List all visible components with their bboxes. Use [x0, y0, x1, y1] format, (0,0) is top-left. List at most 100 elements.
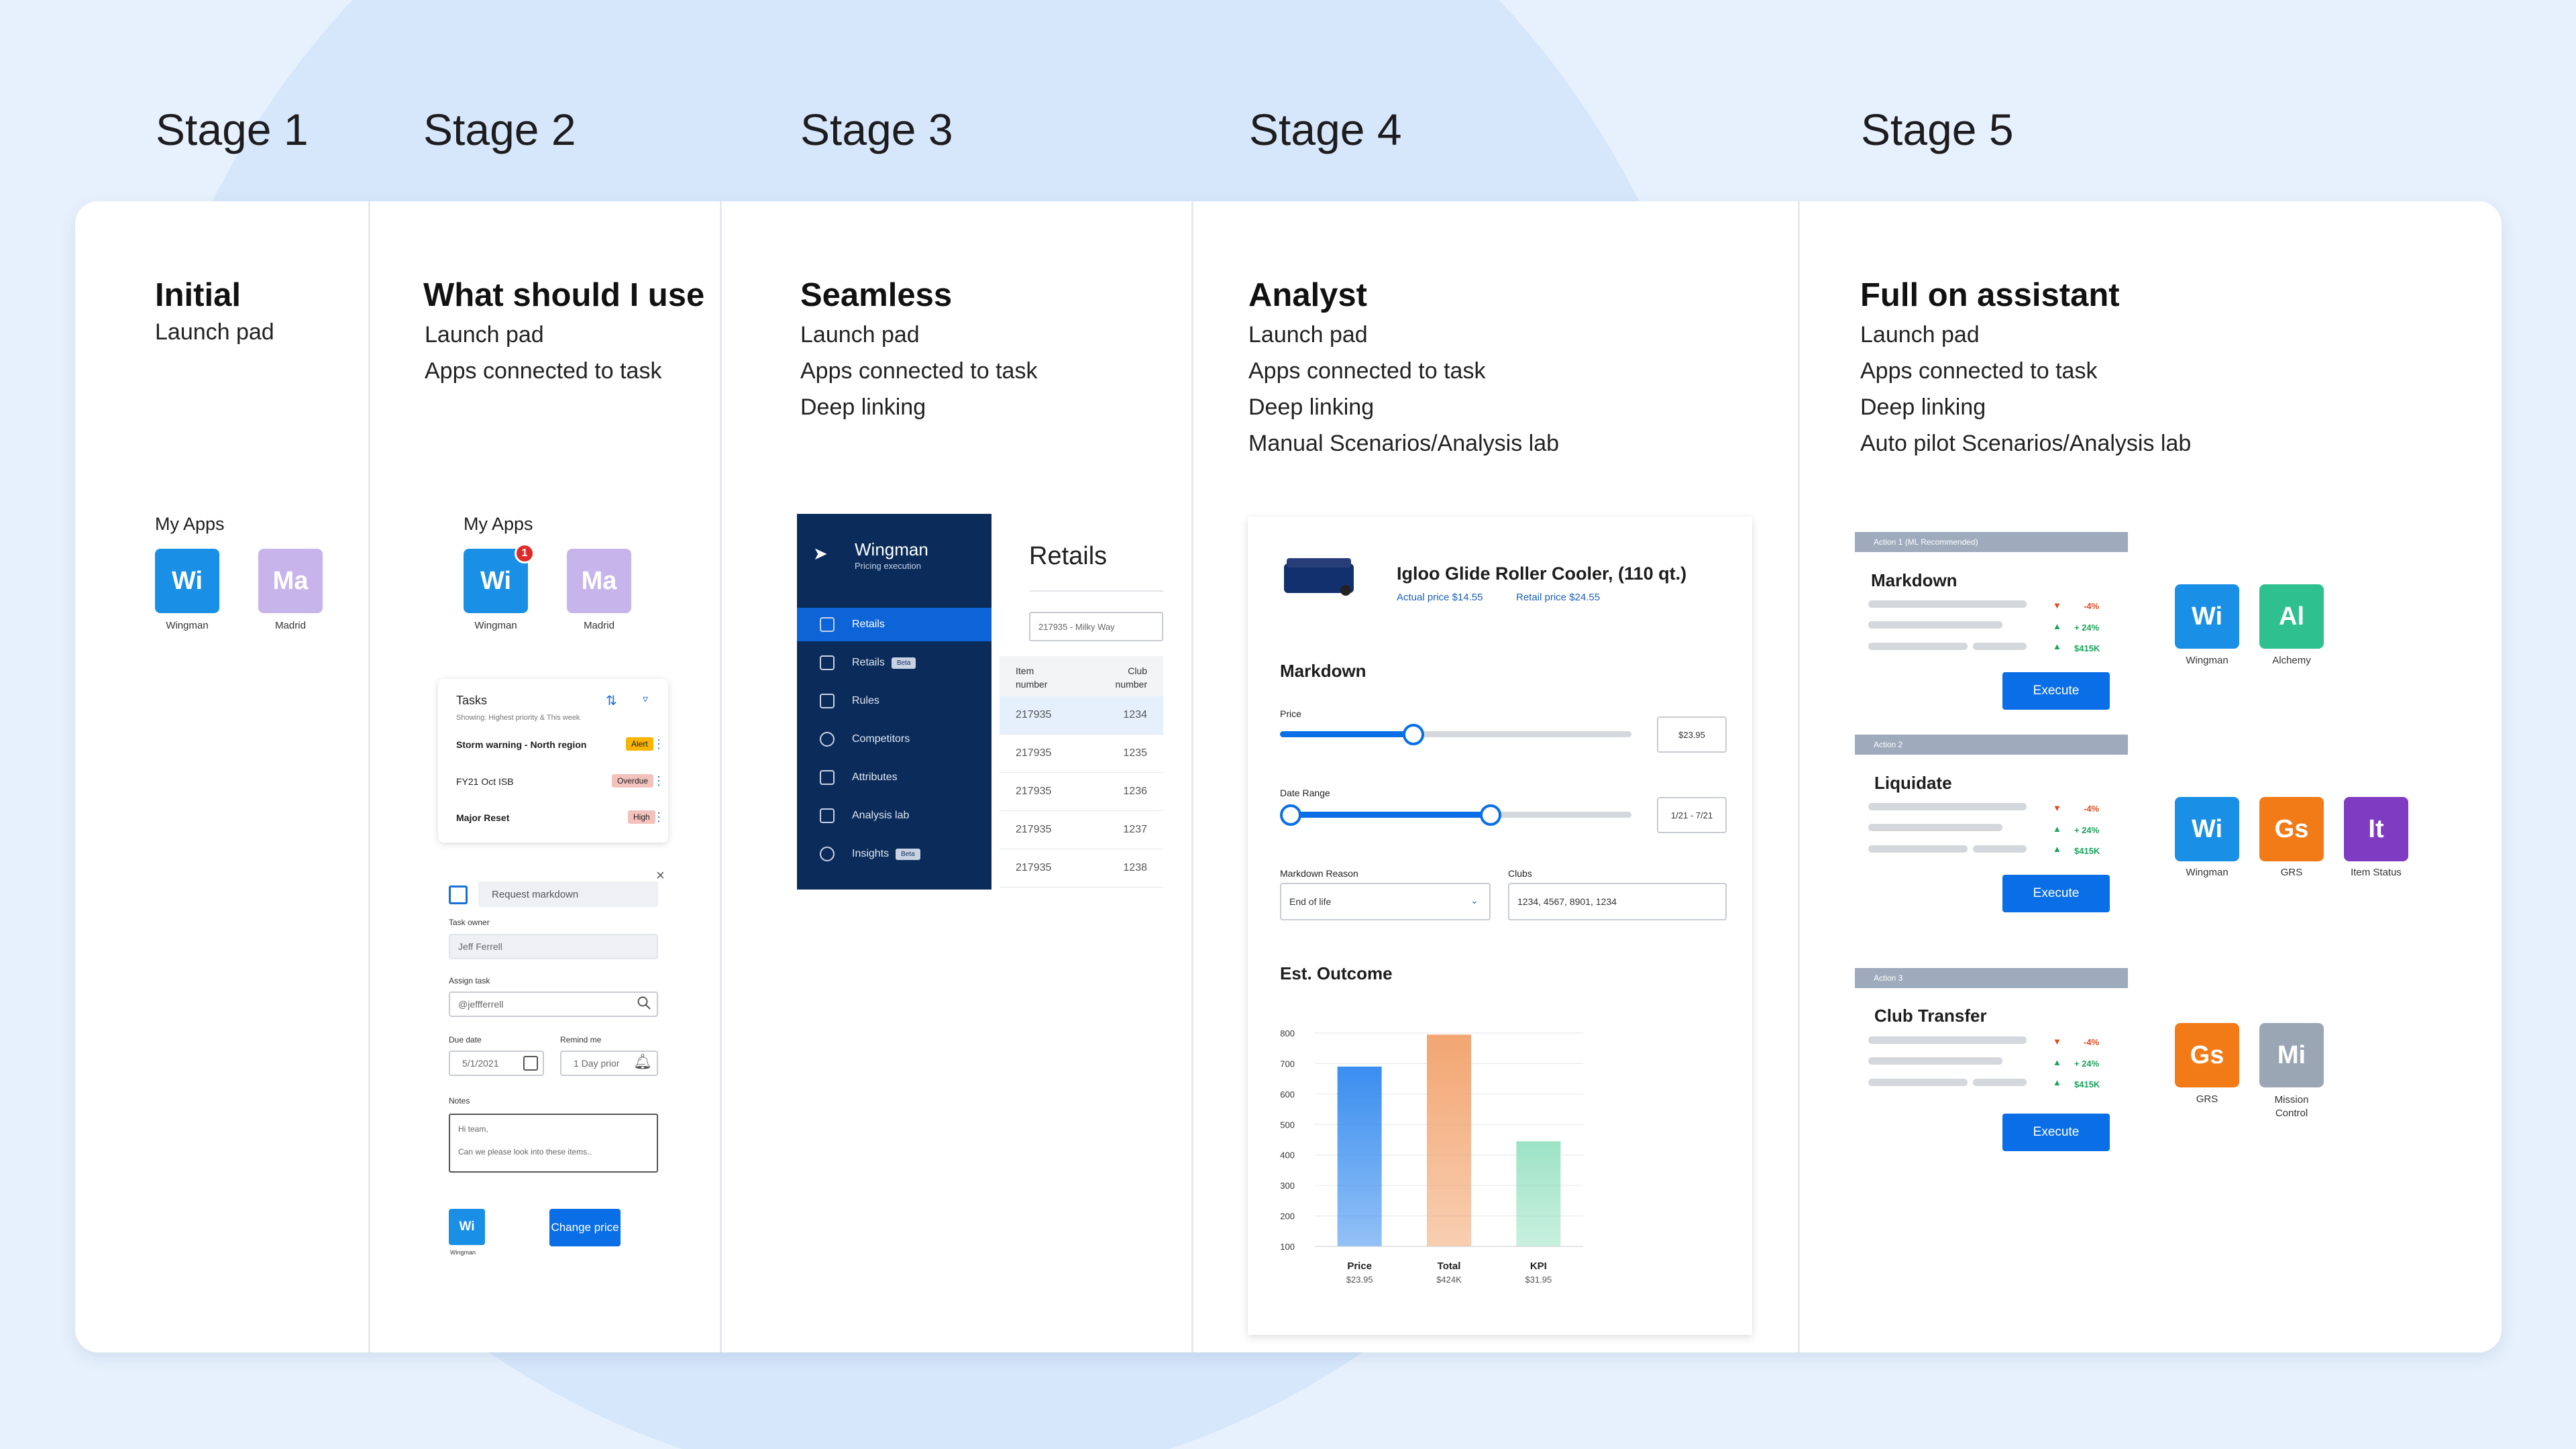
up-arrow-icon: ▲	[2053, 824, 2061, 834]
up-arrow-icon: ▲	[2053, 1077, 2061, 1087]
wingman-app-tile[interactable]: Wi	[2175, 584, 2239, 649]
nav-item-competitors[interactable]: Competitors	[797, 722, 991, 756]
feature-list: Launch pad Apps connected to task	[425, 317, 661, 389]
nav-item-analysis-lab[interactable]: Analysis lab	[797, 799, 991, 833]
nav-item-attributes[interactable]: Attributes	[797, 761, 991, 794]
more-icon[interactable]: ⋮	[653, 774, 665, 788]
placeholder-line	[1868, 1057, 2002, 1065]
feature-item: Auto pilot Scenarios/Analysis lab	[1860, 431, 2192, 456]
bar-price	[1337, 1066, 1382, 1246]
nav-item-retails[interactable]: Retails	[797, 608, 991, 641]
date-start-handle[interactable]	[1279, 804, 1301, 826]
task-tag: Alert	[626, 737, 653, 751]
execute-button[interactable]: Execute	[2002, 1114, 2110, 1151]
more-icon[interactable]: ⋮	[653, 810, 665, 824]
y-tick-label: 800	[1280, 1028, 1295, 1038]
wingman-app-tile[interactable]: Wi	[155, 549, 219, 613]
price-slider-fill	[1280, 731, 1414, 737]
y-tick-label: 200	[1280, 1212, 1295, 1222]
placeholder-line	[1973, 643, 2027, 650]
product-name: Igloo Glide Roller Cooler, (110 qt.)	[1397, 564, 1687, 584]
placeholder-line	[1868, 1036, 2027, 1044]
nav-item-retails-beta[interactable]: Retails Beta	[797, 646, 991, 680]
down-arrow-icon: ▼	[2053, 1036, 2061, 1046]
delta-value: + 24%	[2074, 623, 2100, 633]
filter-icon[interactable]: ▿	[643, 694, 649, 705]
feature-item: Deep linking	[1248, 394, 1375, 420]
checkbox[interactable]	[449, 885, 468, 904]
x-tick-label: KPI	[1530, 1260, 1547, 1272]
more-icon[interactable]: ⋮	[653, 737, 665, 751]
price-slider-track[interactable]	[1280, 731, 1631, 737]
field-label: Task owner	[449, 918, 490, 927]
column-header: Item number	[1016, 665, 1048, 690]
placeholder-line	[1973, 1079, 2027, 1086]
table-row[interactable]: 217935 1235	[1000, 735, 1163, 773]
wingman-app-tile[interactable]: Wi	[449, 1209, 485, 1245]
date-range-field[interactable]: 1/21 - 7/21	[1657, 797, 1727, 833]
app-label: Wingman	[2186, 655, 2229, 666]
grs-app-tile[interactable]: Gs	[2259, 797, 2324, 861]
chart-icon	[820, 808, 835, 823]
search-icon[interactable]	[637, 996, 651, 1010]
stage-1-title: Stage 1	[156, 105, 309, 154]
retails-search-input[interactable]: 217935 - Milky Way	[1029, 612, 1163, 641]
execute-button[interactable]: Execute	[2002, 672, 2110, 710]
table-row[interactable]: 217935 1237	[1000, 811, 1163, 849]
tag-icon	[820, 655, 835, 670]
nav-item-insights[interactable]: Insights Beta	[797, 837, 991, 871]
due-date-input[interactable]: 5/1/2021	[449, 1051, 544, 1076]
nav-label: Analysis lab	[852, 810, 910, 821]
stage-4-title: Stage 4	[1249, 105, 1402, 154]
task-row[interactable]: FY21 Oct ISB Overdue ⋮	[456, 774, 665, 790]
y-tick-label: 600	[1280, 1089, 1295, 1099]
nav-item-rules[interactable]: Rules	[797, 684, 991, 718]
feature-item: Apps connected to task	[1248, 358, 1486, 384]
wingman-sidebar: ➤ Wingman Pricing execution Retails Reta…	[797, 514, 991, 890]
remind-me-input[interactable]: 1 Day prior	[560, 1051, 658, 1076]
price-slider-handle[interactable]	[1403, 724, 1425, 745]
execute-button[interactable]: Execute	[2002, 875, 2110, 912]
delta-value: + 24%	[2074, 1059, 2100, 1069]
my-apps-label: My Apps	[155, 514, 225, 534]
markdown-reason-select[interactable]: End of life ⌄	[1280, 883, 1491, 920]
date-slider-fill	[1290, 812, 1491, 818]
app-label: GRS	[2280, 867, 2303, 878]
item-status-app-tile[interactable]: It	[2344, 797, 2408, 861]
retails-panel: Retails 217935 - Milky Way Item number Cl…	[991, 514, 1201, 896]
assign-task-input[interactable]: @jeffferrell	[449, 991, 658, 1017]
field-label: Due date	[449, 1035, 482, 1044]
clubs-input[interactable]: 1234, 4567, 8901, 1234	[1508, 883, 1727, 920]
divider	[368, 201, 370, 1352]
grs-app-tile[interactable]: Gs	[2175, 1023, 2239, 1087]
alchemy-app-tile[interactable]: Al	[2259, 584, 2324, 649]
table-row[interactable]: 217935 1234	[1000, 696, 1163, 735]
tag-icon	[820, 617, 835, 632]
feature-item: Manual Scenarios/Analysis lab	[1248, 431, 1560, 456]
table-row[interactable]: 217935 1236	[1000, 773, 1163, 811]
mission-control-app-tile[interactable]: Mi	[2259, 1023, 2324, 1087]
request-markdown-field[interactable]: Request markdown	[478, 881, 658, 907]
bell-icon[interactable]: 🔔︎	[633, 1053, 652, 1070]
sort-icon[interactable]: ⇅	[606, 694, 617, 708]
task-owner-field[interactable]: Jeff Ferrell	[449, 934, 658, 959]
task-row[interactable]: Storm warning - North region Alert ⋮	[456, 737, 665, 753]
y-tick-label: 500	[1280, 1120, 1295, 1130]
madrid-app-tile[interactable]: Ma	[258, 549, 323, 613]
delta-value: -4%	[2084, 601, 2100, 611]
change-price-button[interactable]: Change price	[549, 1209, 621, 1246]
task-row[interactable]: Major Reset High ⋮	[456, 810, 665, 826]
select-value: End of life	[1289, 896, 1332, 907]
nav-label: Retails	[852, 619, 885, 630]
y-tick-label: 300	[1280, 1181, 1295, 1191]
nav-label: Attributes	[852, 771, 898, 783]
madrid-app-tile[interactable]: Ma	[567, 549, 631, 613]
wingman-app-tile[interactable]: Wi	[2175, 797, 2239, 861]
table-row[interactable]: 217935 1238	[1000, 849, 1163, 888]
date-end-handle[interactable]	[1480, 804, 1502, 826]
notification-badge: 1	[515, 543, 535, 564]
notes-textarea[interactable]: Hi team, Can we please look into these i…	[449, 1114, 658, 1173]
price-value-field[interactable]: $23.95	[1657, 716, 1727, 753]
close-icon[interactable]: ×	[656, 867, 665, 883]
calendar-icon[interactable]	[523, 1056, 538, 1071]
